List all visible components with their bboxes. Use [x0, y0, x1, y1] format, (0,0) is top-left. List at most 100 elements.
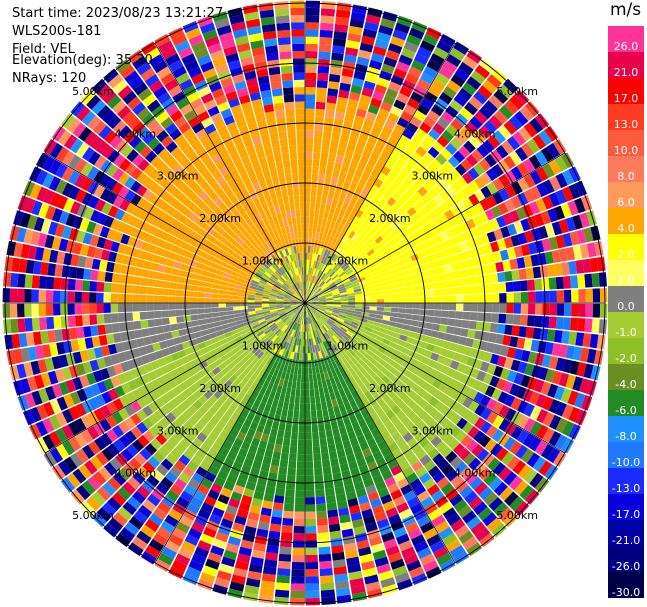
- ray-gate: [349, 159, 359, 169]
- ray-gate: [332, 254, 339, 263]
- ray-gate: [523, 338, 533, 351]
- ray-gate: [462, 184, 474, 197]
- ray-gate: [323, 288, 331, 294]
- ray-gate: [142, 132, 156, 145]
- ray-gate: [186, 134, 199, 146]
- ray-gate: [258, 470, 269, 479]
- ray-gate: [397, 287, 406, 293]
- ray-gate: [175, 521, 191, 534]
- ray-gate: [120, 361, 131, 373]
- ray-gate: [248, 444, 258, 454]
- ray-gate: [295, 283, 300, 291]
- ray-gate: [344, 219, 352, 229]
- ray-gate: [568, 406, 581, 423]
- ray-gate: [127, 542, 144, 557]
- ray-gate: [265, 357, 273, 366]
- ray-gate: [305, 389, 310, 397]
- ray-gate: [483, 100, 498, 115]
- ray-gate: [236, 181, 246, 191]
- ray-gate: [406, 34, 422, 47]
- ray-gate: [427, 210, 438, 221]
- ray-gate: [78, 464, 92, 480]
- ray-gate: [398, 303, 406, 309]
- ray-gate: [220, 243, 230, 252]
- ray-gate: [346, 204, 354, 214]
- ray-gate: [328, 516, 340, 525]
- ray-gate: [272, 352, 279, 361]
- ray-gate: [359, 263, 368, 271]
- ray-gate: [292, 547, 305, 555]
- ray-gate: [264, 338, 272, 346]
- ray-gate: [254, 303, 262, 306]
- ray-gate: [69, 201, 82, 215]
- ray-gate: [276, 346, 283, 355]
- ray-gate: [295, 238, 299, 247]
- ray-gate: [253, 542, 267, 552]
- ray-gate: [225, 303, 234, 307]
- ray-gate: [207, 327, 216, 334]
- ray-gate: [309, 388, 315, 397]
- ray-gate: [269, 191, 277, 201]
- ray-gate: [218, 202, 228, 212]
- ray-gate: [352, 318, 360, 324]
- ray-gate: [132, 285, 141, 294]
- ray-gate: [326, 197, 333, 206]
- ray-gate: [510, 234, 521, 247]
- ray-gate: [255, 312, 264, 316]
- ray-gate: [299, 309, 303, 317]
- ray-gate: [325, 234, 331, 243]
- ray-gate: [513, 303, 521, 314]
- ray-gate: [93, 184, 106, 198]
- ray-gate: [251, 98, 263, 109]
- ray-gate: [211, 353, 221, 362]
- ray-gate: [148, 513, 164, 527]
- ray-gate: [389, 366, 399, 376]
- ray-gate: [325, 102, 337, 111]
- ray-gate: [420, 296, 428, 303]
- ray-gate: [309, 282, 313, 290]
- ray-gate: [226, 263, 235, 271]
- ray-gate: [377, 423, 388, 434]
- ray-gate: [303, 324, 305, 332]
- ray-gate: [118, 274, 128, 284]
- ray-gate: [223, 45, 238, 57]
- ray-gate: [236, 260, 245, 267]
- ray-gate: [305, 468, 314, 476]
- ray-gate: [215, 436, 226, 447]
- ray-gate: [486, 195, 498, 208]
- ray-gate: [29, 406, 42, 423]
- ray-gate: [324, 266, 331, 274]
- ray-gate: [462, 82, 477, 96]
- ray-gate: [325, 109, 335, 119]
- ray-gate: [493, 481, 508, 496]
- ray-gate: [171, 330, 180, 339]
- ray-gate: [305, 446, 313, 455]
- ray-gate: [340, 380, 348, 389]
- ray-gate: [478, 158, 492, 172]
- ray-gate: [132, 312, 141, 321]
- ray-gate: [410, 373, 420, 384]
- ray-gate: [397, 339, 406, 347]
- ray-gate: [153, 367, 164, 378]
- ray-gate: [147, 137, 161, 150]
- ray-gate: [376, 563, 392, 575]
- ray-gate: [351, 364, 360, 373]
- ray-gate: [81, 110, 96, 126]
- ray-gate: [310, 307, 317, 313]
- ray-gate: [182, 409, 193, 420]
- ray-gate: [381, 319, 390, 326]
- ray-gate: [375, 248, 384, 256]
- ray-gate: [509, 383, 520, 397]
- ray-gate: [165, 53, 181, 66]
- ray-gate: [180, 157, 192, 169]
- ray-gate: [349, 399, 358, 409]
- ray-gate: [482, 274, 492, 284]
- ray-gate: [275, 160, 284, 170]
- ray-gate: [442, 85, 457, 99]
- ray-gate: [225, 299, 234, 303]
- ray-gate: [256, 150, 266, 160]
- ray-gate: [599, 303, 608, 319]
- ray-gate: [18, 333, 28, 348]
- ray-gate: [255, 112, 266, 123]
- ray-gate: [317, 293, 325, 298]
